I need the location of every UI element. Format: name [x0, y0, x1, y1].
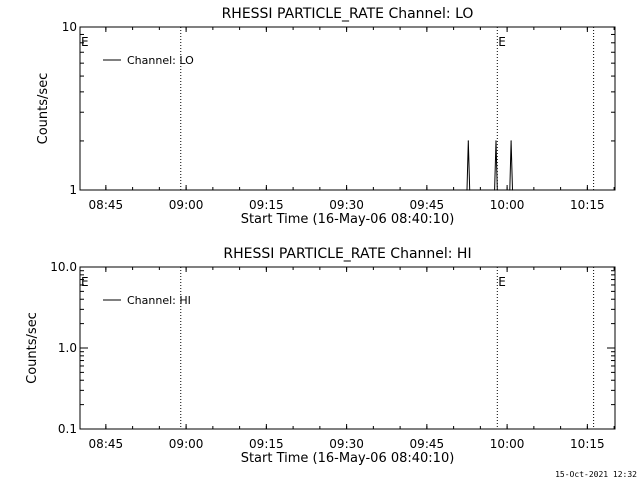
event-marker-label: E [498, 35, 506, 49]
data-point [510, 140, 512, 142]
x-tick-label: 10:00 [490, 437, 525, 451]
plot-frame [79, 266, 616, 430]
y-tick-label: 1 [69, 183, 77, 197]
y-axis-label: Counts/sec [25, 312, 40, 384]
edge-marker-label: E [81, 275, 89, 289]
data-point [494, 189, 496, 191]
plot-frame [79, 26, 616, 191]
y-tick-label: 1.0 [58, 341, 77, 355]
x-tick-label: 09:15 [249, 437, 284, 451]
x-tick-label: 08:45 [89, 437, 124, 451]
chart-title: RHESSI PARTICLE_RATE Channel: HI [223, 246, 471, 262]
legend-label: Channel: LO [127, 54, 194, 67]
y-tick-label: 10.0 [50, 260, 77, 274]
generated-timestamp: 15-Oct-2021 12:32 [555, 470, 637, 479]
y-axis-label: Counts/sec [36, 73, 51, 145]
event-marker-label: E [498, 275, 506, 289]
data-point [466, 189, 468, 191]
y-tick-label: 0.1 [58, 422, 77, 436]
y-tick-label: 10 [62, 20, 77, 34]
series-line [466, 140, 513, 191]
data-point [467, 140, 469, 142]
x-axis-label: Start Time (16-May-06 08:40:10) [241, 451, 455, 466]
x-tick-label: 09:30 [329, 198, 364, 212]
chart-title: RHESSI PARTICLE_RATE Channel: LO [222, 6, 474, 22]
x-axis-label: Start Time (16-May-06 08:40:10) [241, 212, 455, 227]
x-tick-label: 10:15 [570, 198, 605, 212]
edge-marker-label: E [81, 35, 89, 49]
x-tick-label: 10:15 [570, 437, 605, 451]
data-point [469, 189, 471, 191]
x-tick-label: 10:00 [490, 198, 525, 212]
x-tick-label: 09:00 [169, 437, 204, 451]
data-point [496, 189, 498, 191]
x-tick-label: 09:45 [410, 198, 445, 212]
x-tick-label: 09:15 [249, 198, 284, 212]
x-tick-label: 09:30 [329, 437, 364, 451]
data-point [495, 140, 497, 142]
x-tick-label: 09:45 [410, 437, 445, 451]
data-point [511, 189, 514, 191]
x-tick-label: 08:45 [89, 198, 124, 212]
data-point [509, 189, 511, 191]
legend-label: Channel: HI [127, 294, 191, 307]
x-tick-label: 09:00 [169, 198, 204, 212]
